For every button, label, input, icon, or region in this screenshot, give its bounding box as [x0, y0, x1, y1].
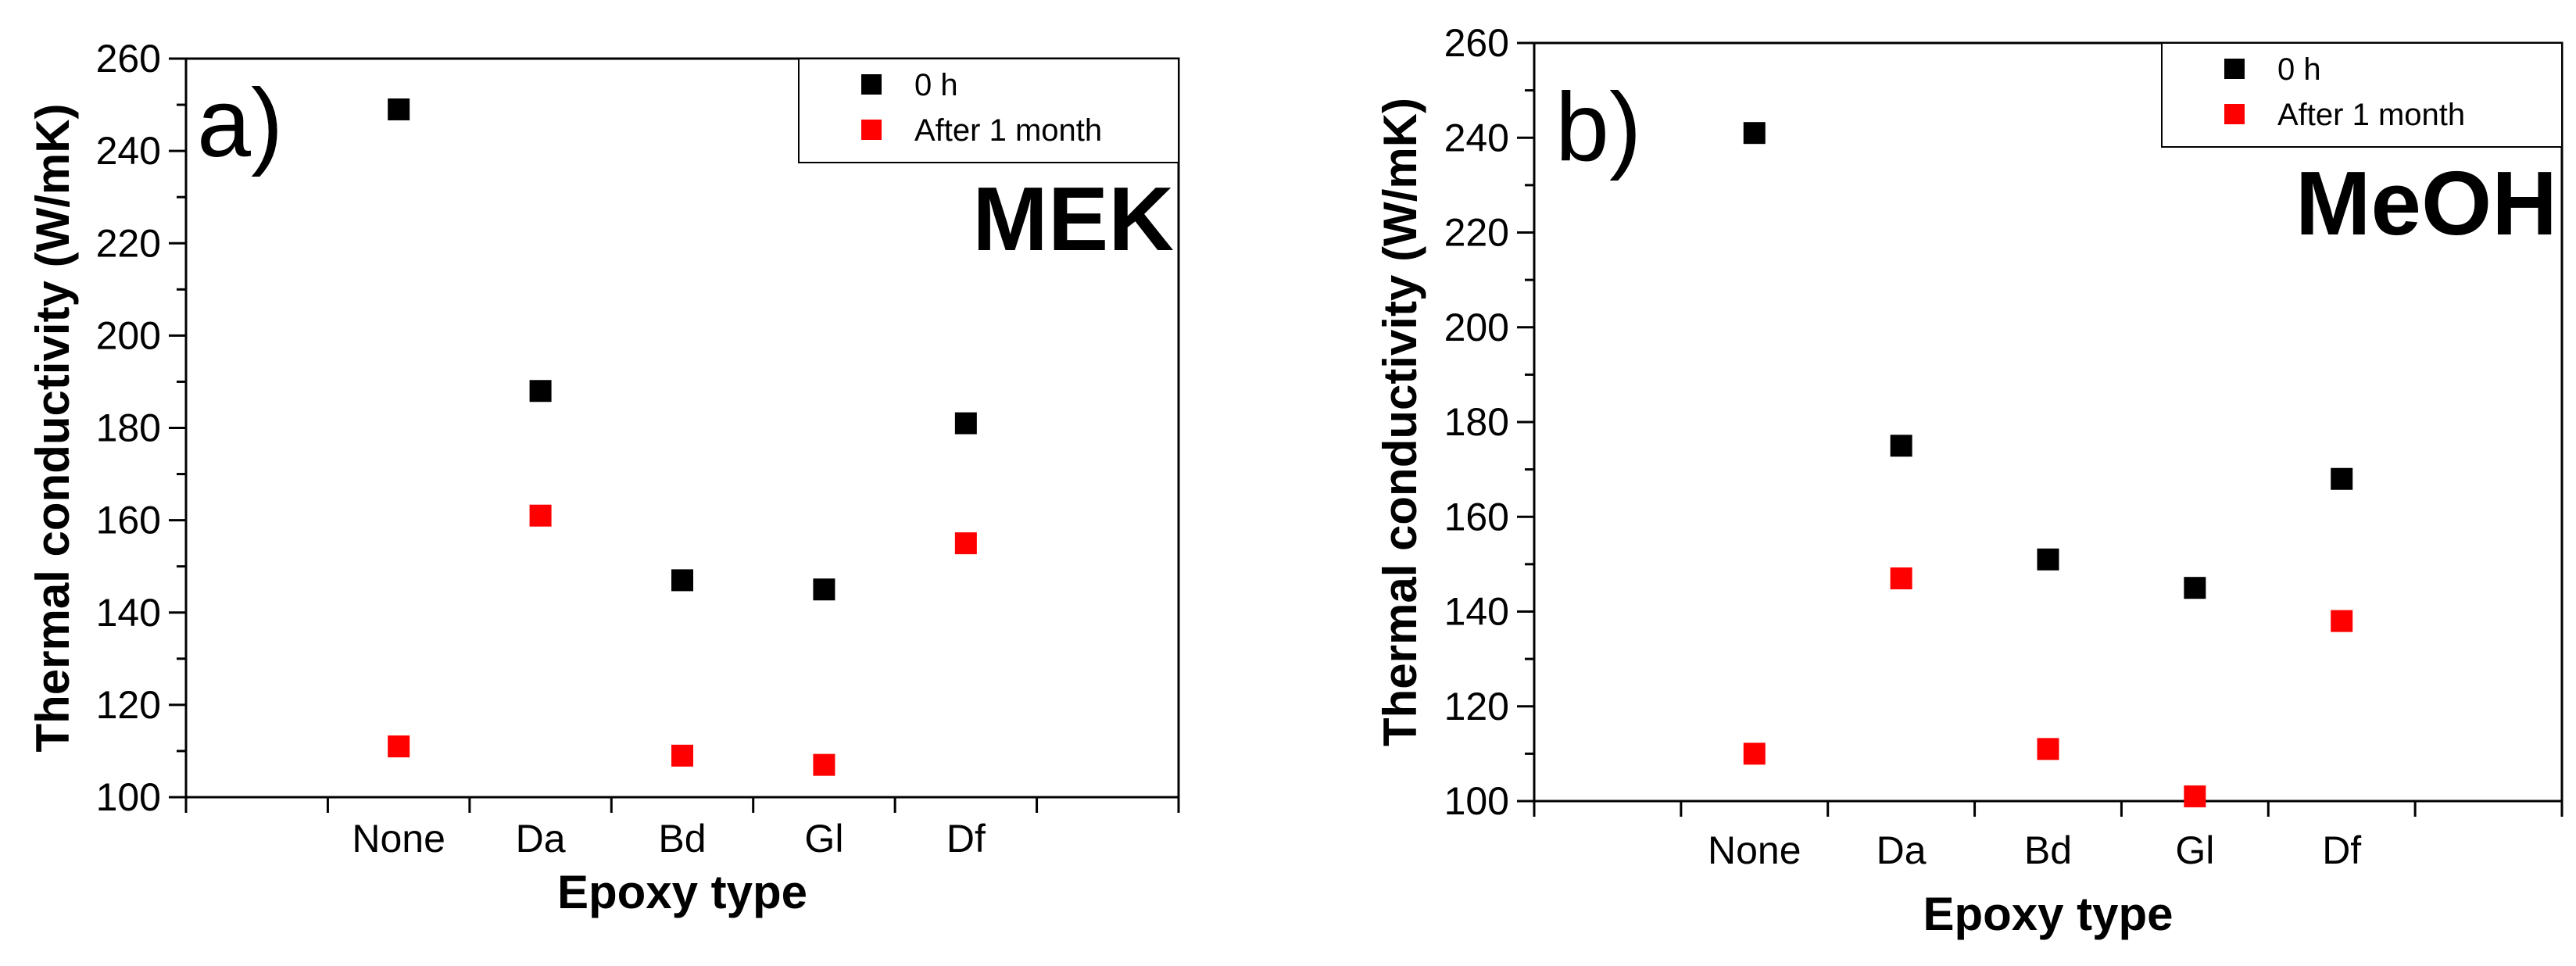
x-tick-label-da: Da [1877, 828, 1927, 872]
y-tick-label: 120 [96, 683, 161, 727]
x-tick-label-da: Da [516, 817, 566, 860]
x-tick-label-none: None [1708, 828, 1801, 872]
y-tick-label: 240 [1444, 116, 1509, 159]
data-point-0h-none [388, 98, 410, 120]
y-axis-title: Thermal conductivity (W/mK) [27, 103, 79, 752]
legend: 0 h After 1 month [2161, 42, 2563, 148]
chart-panel-a: 100 120 140 160 180 200 220 240 260 None Da Bd Gl Df T… [27, 37, 1180, 918]
y-tick-label: 100 [1444, 779, 1509, 823]
data-point-after-1-month-bd [671, 744, 693, 767]
data-point-after-1-month-none [1743, 742, 1766, 765]
legend-marker-0h [861, 74, 882, 95]
legend-label-0h: 0 h [2277, 52, 2321, 87]
chart-panel-b: 100 120 140 160 180 200 220 240 260 None Da Bd Gl Df T… [1374, 21, 2563, 940]
y-tick-label: 260 [1444, 21, 1509, 65]
y-tick-label: 140 [1444, 590, 1509, 634]
x-tick-label-df: Df [946, 817, 986, 860]
y-axis-title: Thermal conductivity (W/mK) [1374, 98, 1426, 746]
data-point-after-1-month-df [2331, 610, 2353, 632]
panel-label: a) [197, 70, 283, 177]
x-axis-title: Epoxy type [1923, 888, 2173, 940]
data-point-0h-gl [813, 578, 835, 601]
y-tick-label: 200 [1444, 306, 1509, 349]
y-tick-label: 120 [1444, 685, 1509, 728]
y-tick-label: 260 [96, 37, 161, 80]
x-tick-label-df: Df [2322, 828, 2361, 872]
data-point-after-1-month-gl [2184, 785, 2206, 807]
y-tick-label: 180 [1444, 400, 1509, 444]
solvent-label: MeOH [2295, 152, 2557, 254]
legend: 0 h After 1 month [798, 58, 1179, 163]
x-axis-title: Epoxy type [557, 866, 807, 918]
y-tick-label: 220 [96, 221, 161, 265]
data-point-after-1-month-df [954, 532, 977, 555]
y-tick-label: 160 [1444, 495, 1509, 538]
data-point-0h-bd [671, 569, 693, 592]
x-tick-label-none: None [352, 817, 445, 860]
data-point-0h-df [954, 412, 977, 435]
data-point-0h-none [1743, 122, 1766, 145]
panel-label: b) [1555, 73, 1641, 181]
x-tick-label-gl: Gl [2175, 828, 2214, 872]
y-tick-label: 200 [96, 313, 161, 357]
data-point-0h-bd [2037, 548, 2059, 571]
x-tick-label-bd: Bd [658, 817, 706, 860]
data-point-after-1-month-gl [813, 753, 835, 776]
y-tick-label: 180 [96, 406, 161, 450]
data-point-0h-da [1890, 435, 1912, 457]
data-point-after-1-month-none [388, 735, 410, 758]
data-point-after-1-month-bd [2037, 738, 2059, 760]
legend-marker-after-1-month [861, 120, 882, 140]
legend-marker-0h [2224, 59, 2245, 79]
legend-label-after-1-month: After 1 month [2277, 98, 2465, 132]
y-tick-label: 140 [96, 591, 161, 635]
y-tick-label: 100 [96, 775, 161, 819]
legend-marker-after-1-month [2224, 104, 2245, 124]
data-point-0h-df [2331, 467, 2353, 490]
y-tick-label: 160 [96, 499, 161, 542]
x-tick-label-bd: Bd [2024, 828, 2072, 872]
solvent-label: MEK [972, 168, 1174, 270]
data-point-0h-da [529, 380, 552, 402]
data-point-after-1-month-da [1890, 567, 1912, 590]
legend-label-0h: 0 h [914, 68, 958, 102]
legend-label-after-1-month: After 1 month [914, 113, 1102, 148]
data-point-0h-gl [2184, 577, 2206, 599]
x-tick-label-gl: Gl [804, 817, 843, 860]
y-tick-label: 220 [1444, 211, 1509, 255]
y-tick-label: 240 [96, 129, 161, 173]
data-point-after-1-month-da [529, 504, 552, 527]
